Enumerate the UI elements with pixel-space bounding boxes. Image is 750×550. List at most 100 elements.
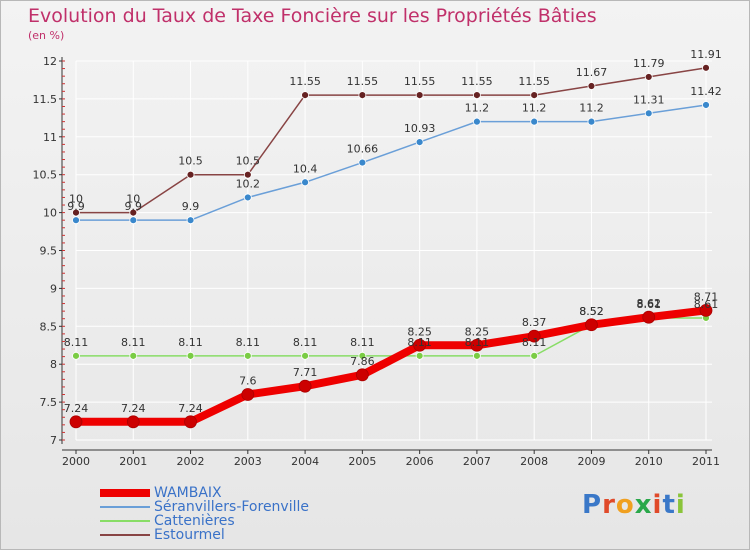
- data-label: 8.11: [465, 336, 490, 349]
- data-label: 8.11: [121, 336, 146, 349]
- data-label: 10.66: [347, 143, 379, 156]
- legend-label: Séranvillers-Forenville: [154, 499, 309, 515]
- data-point: [186, 216, 195, 225]
- y-tick-label: 10: [43, 207, 57, 220]
- y-tick-label: 12: [43, 55, 57, 68]
- y-tick-label: 11.5: [33, 93, 58, 106]
- data-label: 11.55: [347, 75, 379, 88]
- data-point: [358, 351, 367, 360]
- data-label: 8.37: [522, 316, 547, 329]
- y-tick-label: 7: [50, 434, 57, 447]
- data-point: [72, 351, 80, 360]
- data-label: 9.9: [182, 200, 200, 213]
- data-point: [530, 91, 539, 100]
- data-label: 7.71: [293, 366, 318, 379]
- logo-letter: i: [675, 490, 686, 520]
- data-point: [129, 208, 138, 217]
- logo-letter: P: [582, 490, 603, 520]
- data-label: 11.31: [633, 93, 665, 106]
- y-tick-label: 11: [43, 131, 57, 144]
- data-point: [129, 216, 138, 225]
- x-tick-label: 2011: [692, 455, 720, 468]
- data-point: [530, 117, 539, 126]
- legend-swatch: [100, 506, 150, 508]
- data-point: [186, 351, 195, 360]
- data-label: 11.91: [690, 48, 722, 61]
- data-point: [129, 351, 138, 360]
- data-point: [644, 109, 653, 118]
- data-point: [530, 351, 539, 360]
- proxiti-logo: Proxiti: [582, 490, 686, 520]
- y-tick-label: 9: [50, 282, 57, 295]
- data-point: [358, 91, 367, 100]
- logo-letter: o: [615, 490, 635, 520]
- x-tick-label: 2007: [463, 455, 491, 468]
- data-label: 11.2: [465, 102, 490, 115]
- y-tick-label: 9.5: [40, 245, 58, 258]
- y-tick-label: 8.5: [40, 320, 58, 333]
- logo-letter: i: [652, 490, 663, 520]
- data-label: 11.2: [579, 102, 604, 115]
- data-label: 10: [69, 193, 83, 206]
- data-point: [243, 193, 252, 202]
- data-point: [702, 101, 710, 109]
- data-label: 8.11: [522, 336, 547, 349]
- series-line: [72, 306, 710, 426]
- data-label: 10.2: [236, 177, 261, 190]
- data-point: [470, 338, 484, 352]
- data-point: [72, 208, 80, 217]
- x-tick-label: 2006: [406, 455, 434, 468]
- data-label: 8.25: [465, 325, 490, 338]
- data-point: [241, 388, 255, 401]
- data-label: 10: [126, 193, 140, 206]
- legend-label: Estourmel: [154, 527, 225, 543]
- data-label: 7.86: [350, 355, 375, 368]
- data-point: [243, 170, 252, 179]
- x-tick-label: 2008: [520, 455, 548, 468]
- data-point: [355, 368, 369, 382]
- data-label: 8.11: [64, 336, 89, 349]
- x-tick-label: 2002: [177, 455, 205, 468]
- y-tick-label: 10.5: [33, 169, 58, 182]
- data-label: 8.11: [293, 336, 318, 349]
- data-point: [69, 415, 83, 429]
- data-label: 8.25: [407, 325, 432, 338]
- data-point: [642, 310, 656, 324]
- chart-title: Evolution du Taux de Taxe Foncière sur l…: [28, 5, 597, 27]
- data-point: [358, 158, 367, 167]
- data-point: [184, 415, 197, 429]
- data-point: [702, 63, 710, 72]
- x-tick-label: 2009: [577, 455, 605, 468]
- data-label: 11.55: [404, 75, 436, 88]
- data-point: [587, 117, 596, 126]
- data-label: 7.24: [121, 402, 146, 415]
- chart-subtitle: (en %): [28, 29, 65, 42]
- data-point: [587, 82, 596, 90]
- data-point: [699, 303, 713, 317]
- data-label: 8.71: [694, 290, 719, 303]
- data-label: 10.5: [236, 155, 261, 168]
- logo-letter: t: [662, 490, 676, 520]
- x-tick-label: 2001: [119, 455, 147, 468]
- data-point: [72, 216, 80, 225]
- data-point: [473, 351, 481, 360]
- data-label: 11.55: [518, 75, 550, 88]
- data-label: 11.67: [576, 66, 608, 79]
- data-label: 8.62: [636, 297, 661, 310]
- data-point: [415, 91, 424, 100]
- data-label: 8.52: [579, 305, 604, 318]
- data-point: [186, 170, 195, 179]
- legend-label: WAMBAIX: [154, 485, 222, 501]
- data-label: 7.24: [64, 402, 89, 415]
- data-point: [585, 318, 598, 332]
- logo-letter: x: [634, 490, 653, 520]
- legend-label: Cattenières: [154, 513, 235, 529]
- data-point: [415, 351, 424, 360]
- data-label: 10.5: [178, 155, 203, 168]
- series-line: [75, 67, 707, 214]
- x-tick-label: 2000: [62, 455, 90, 468]
- y-tick-label: 8: [50, 358, 57, 371]
- logo-letter: r: [602, 490, 616, 520]
